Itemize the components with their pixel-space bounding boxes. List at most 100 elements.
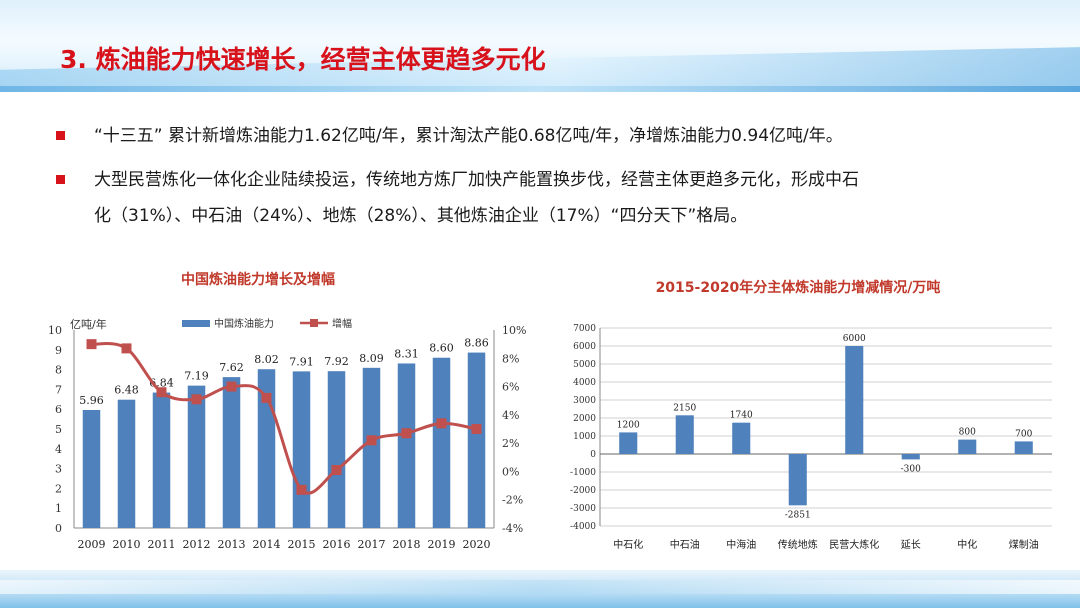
x-tick-label: 中海油 [726,538,756,551]
x-tick-label: 2020 [463,538,491,551]
bar-value-label: 800 [959,428,976,438]
y-tick-label: 3000 [573,396,596,406]
x-tick-label: 2010 [113,538,141,551]
left-tick-label: 2 [55,482,62,495]
bar [397,363,416,528]
bar [327,371,346,528]
x-tick-label: 2013 [218,538,246,551]
bar-value-label: 8.09 [359,352,384,365]
y-tick-label: -2000 [570,486,596,496]
x-tick-label: 2014 [253,538,281,551]
bar-value-label: 8.86 [464,337,489,350]
left-tick-label: 9 [55,344,62,357]
y-tick-label: 5000 [573,360,596,370]
chart-title: 中国炼油能力增长及增幅 [181,271,335,288]
bar-value-label: 1200 [617,420,640,430]
bar-value-label: 8.31 [394,347,419,360]
right-tick-label: 0% [502,465,519,478]
bar-value-label: 7.62 [219,361,244,374]
bar [362,367,381,528]
x-tick-label: 中化 [957,538,977,551]
legend-line-marker [310,319,318,327]
right-tick-label: 4% [502,409,519,422]
bar [467,352,486,528]
x-tick-label: 2018 [393,538,421,551]
growth-rate-point [471,424,482,434]
bar-value-label: 8.60 [429,342,454,355]
left-tick-label: 6 [55,403,62,416]
bar [292,371,311,528]
legend-bar-swatch [182,320,210,327]
bar-value-label: 7.91 [289,355,314,368]
growth-rate-point [331,465,342,476]
bar-value-label: 8.02 [254,353,279,366]
x-tick-label: 传统地炼 [778,538,818,551]
bar [187,385,206,528]
bar-value-label: 7.92 [324,355,349,368]
growth-rate-point [226,381,237,392]
right-tick-label: 8% [502,352,519,365]
growth-rate-point [156,387,167,398]
bar [845,346,864,454]
y-tick-label: -4000 [570,522,596,532]
x-tick-label: 2011 [148,538,176,551]
bar [732,422,751,454]
x-tick-label: 2012 [183,538,211,551]
right-tick-label: -2% [502,494,523,507]
bar-value-label: 2150 [673,403,696,413]
capacity-growth-chart: 中国炼油能力增长及增幅 0 1 2 3 4 5 6 7 8 9 10 -4% -2% 0% 2% 4% 6% 8% 1… [48,271,526,551]
bar [432,357,451,528]
bullet-text-3: 化（31%）、中石油（24%）、地炼（28%）、其他炼油企业（17%）“四分天下… [94,206,748,226]
bullet-marker-icon [56,131,65,140]
x-tick-label: 民营大炼化 [829,538,879,551]
growth-rate-point [366,435,377,446]
left-tick-label: 7 [55,383,62,396]
left-tick-label: 5 [55,423,62,436]
header-banner [0,0,1080,92]
bar [152,392,171,528]
left-tick-label: 3 [55,463,62,476]
bar [117,399,136,528]
bar [82,409,101,528]
bar-value-label: 1740 [730,411,753,421]
left-tick-label: 0 [55,522,62,535]
bar-value-label: 5.96 [79,394,104,407]
x-tick-label: 延长 [901,539,921,551]
right-tick-label: 10% [502,324,526,337]
growth-rate-point [296,484,307,495]
bullet-marker-icon [56,175,65,184]
bar-value-label: -2851 [785,510,811,520]
left-tick-label: 8 [55,364,62,377]
growth-rate-line [91,342,477,495]
right-tick-label: -4% [502,522,523,535]
bar-value-label: 7.19 [184,370,209,383]
y-tick-label: 0 [590,450,596,460]
y-unit-label: 亿吨/年 [70,317,107,331]
y-tick-label: 6000 [573,342,596,352]
x-tick-label: 中石化 [613,538,643,551]
left-tick-label: 4 [55,443,62,456]
growth-rate-point [86,339,97,350]
growth-rate-point [191,394,202,405]
bar [222,377,241,528]
y-tick-label: -1000 [570,468,596,478]
left-tick-label: 10 [48,324,62,337]
entity-change-chart: 2015-2020年分主体炼油能力增减情况/万吨-4000-3000-2000-… [570,279,1052,551]
x-tick-label: 煤制油 [1009,538,1039,551]
bar-value-label: 700 [1015,429,1032,439]
legend-line-label: 增幅 [332,317,352,330]
y-tick-label: 2000 [573,414,596,424]
left-tick-label: 1 [55,502,62,515]
right-tick-label: 2% [502,437,519,450]
bar [958,439,977,454]
x-tick-label: 2017 [358,538,386,551]
y-tick-label: -3000 [570,504,596,514]
legend-bar-label: 中国炼油能力 [214,317,274,330]
y-tick-label: 1000 [573,432,596,442]
right-tick-label: 6% [502,381,519,394]
x-tick-label: 2015 [288,538,316,551]
y-tick-label: 4000 [573,378,596,388]
bar-value-label: -300 [901,464,921,474]
slide-title: 3. 炼油能力快速增长，经营主体更趋多元化 [60,45,546,74]
footer-banner [0,570,1080,608]
